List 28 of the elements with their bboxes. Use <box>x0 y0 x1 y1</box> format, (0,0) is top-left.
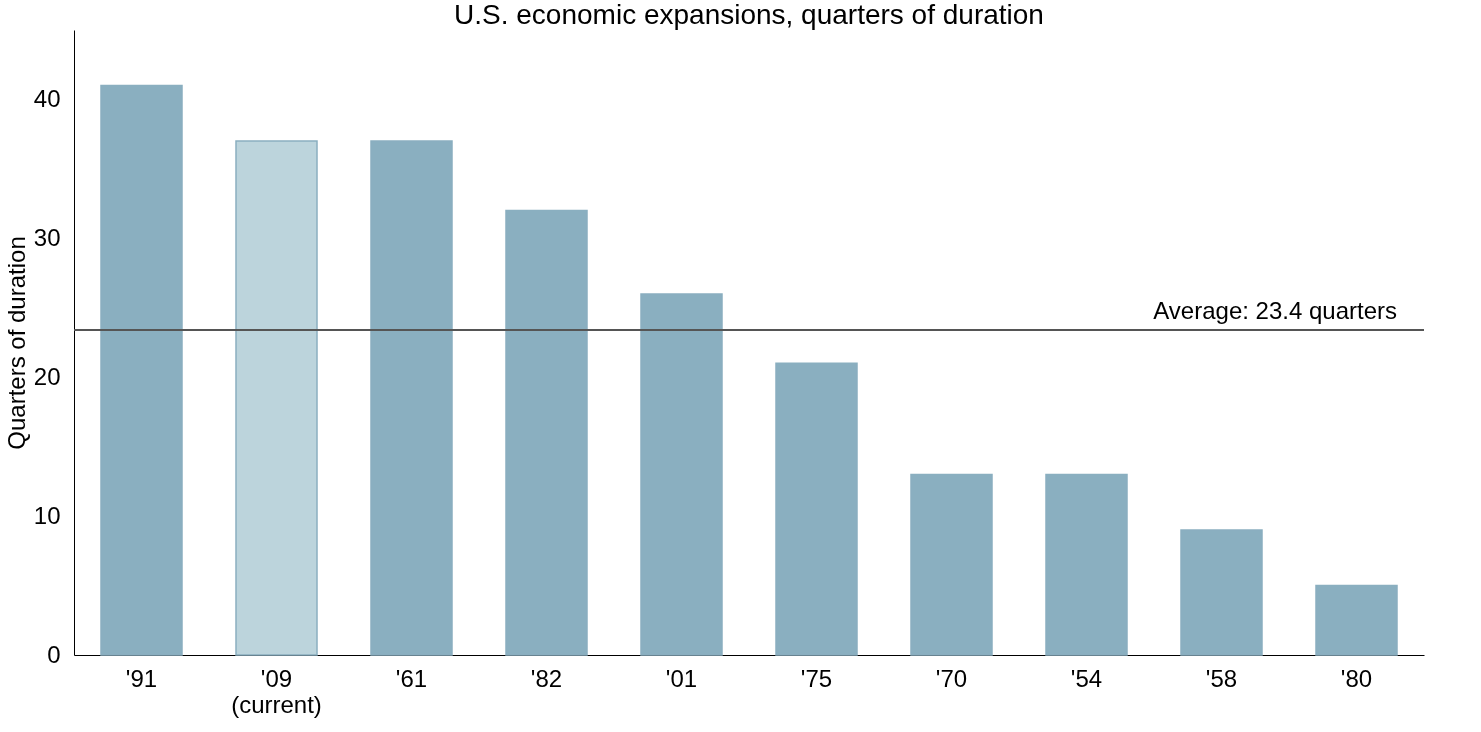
x-tick-label: '91 <box>125 664 158 692</box>
x-tick-label: '82 <box>530 664 563 692</box>
x-tick-label: '58 <box>1205 664 1238 692</box>
bar <box>1180 529 1263 656</box>
bar <box>370 140 453 656</box>
bar <box>910 473 993 656</box>
bar <box>640 293 723 656</box>
bar <box>1315 584 1398 656</box>
x-tick-label: '80 <box>1340 664 1373 692</box>
x-tick-label: '70 <box>935 664 968 692</box>
y-tick-label: 40 <box>33 84 61 112</box>
y-axis-title: Quarters of duration <box>2 236 30 450</box>
bar <box>505 209 588 656</box>
ref-line-label: Average: 23.4 quarters <box>1153 297 1397 324</box>
bar <box>100 84 183 656</box>
x-tick-label: '61 <box>395 664 428 692</box>
bar <box>235 140 318 656</box>
x-tick-label: '09 (current) <box>231 664 322 718</box>
bar <box>775 362 858 656</box>
y-tick-label: 20 <box>33 362 61 390</box>
x-tick-label: '75 <box>800 664 833 692</box>
y-tick-label: 0 <box>47 640 61 668</box>
chart-title: U.S. economic expansions, quarters of duration <box>454 0 1044 30</box>
bar <box>1045 473 1128 656</box>
y-tick-label: 30 <box>33 223 61 251</box>
x-tick-label: '54 <box>1070 664 1103 692</box>
y-tick-label: 10 <box>33 501 61 529</box>
x-tick-label: '01 <box>665 664 698 692</box>
